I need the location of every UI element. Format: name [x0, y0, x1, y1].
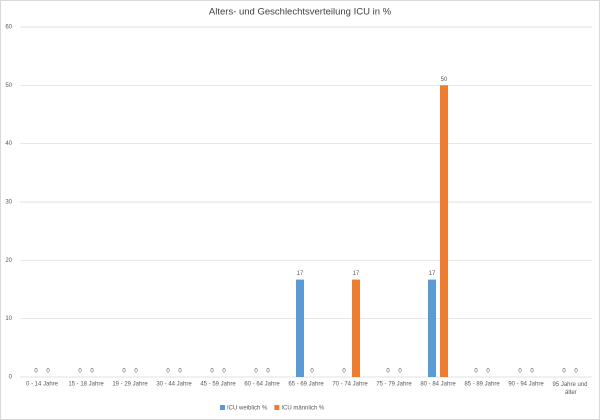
legend-label: ICU weiblich % [227, 406, 268, 412]
data-label: 0 [90, 369, 94, 375]
y-tick-label: 30 [5, 200, 12, 206]
data-label: 17 [297, 271, 304, 277]
data-label: 0 [122, 369, 126, 375]
bar [440, 85, 448, 377]
legend-swatch [220, 405, 225, 410]
data-label: 0 [386, 369, 390, 375]
data-label: 0 [266, 369, 270, 375]
x-tick-label: 75 - 79 Jahre [376, 382, 412, 388]
data-label: 0 [222, 369, 226, 375]
x-tick-label: 90 - 94 Jahre [508, 382, 544, 388]
data-label: 0 [254, 369, 258, 375]
data-label: 0 [518, 369, 522, 375]
data-label: 0 [562, 369, 566, 375]
data-label: 17 [353, 271, 360, 277]
x-tick-label: 30 - 44 Jahre [156, 382, 192, 388]
data-label: 50 [441, 77, 448, 83]
y-tick-label: 50 [5, 83, 12, 89]
x-tick-label: 0 - 14 Jahre [26, 382, 59, 388]
data-label: 0 [310, 369, 314, 375]
y-tick-label: 10 [5, 316, 12, 322]
y-tick-label: 40 [5, 141, 12, 147]
data-label: 17 [429, 271, 436, 277]
bar [296, 279, 304, 377]
data-label: 0 [46, 369, 50, 375]
bar [352, 279, 360, 377]
x-tick-label: 70 - 74 Jahre [332, 382, 368, 388]
data-label: 0 [474, 369, 478, 375]
data-label: 0 [166, 369, 170, 375]
data-label: 0 [178, 369, 182, 375]
bar [428, 279, 436, 377]
data-label: 0 [398, 369, 402, 375]
x-tick-label: 65 - 69 Jahre [288, 382, 324, 388]
data-label: 0 [486, 369, 490, 375]
x-tick-label: 45 - 59 Jahre [200, 382, 236, 388]
y-tick-label: 20 [5, 258, 12, 264]
x-tick-label: 85 - 89 Jahre [464, 382, 500, 388]
x-tick-label: 19 - 29 Jahre [112, 382, 148, 388]
data-label: 0 [134, 369, 138, 375]
y-tick-label: 60 [5, 25, 12, 31]
x-tick-label: 15 - 18 Jahre [68, 382, 104, 388]
x-tick-label: 60 - 64 Jahre [244, 382, 280, 388]
x-tick-label: 80 - 84 Jahre [420, 382, 456, 388]
data-label: 0 [574, 369, 578, 375]
chart-title: Alters- und Geschlechtsverteilung ICU in… [209, 7, 392, 18]
data-label: 0 [78, 369, 82, 375]
data-label: 0 [530, 369, 534, 375]
y-tick-label: 0 [9, 375, 13, 381]
data-label: 0 [210, 369, 214, 375]
data-label: 0 [342, 369, 346, 375]
x-tick-label: 95 Jahre und älter [552, 382, 587, 396]
data-label: 0 [34, 369, 38, 375]
legend-label: ICU männlich % [281, 406, 325, 412]
legend-swatch [274, 405, 280, 410]
